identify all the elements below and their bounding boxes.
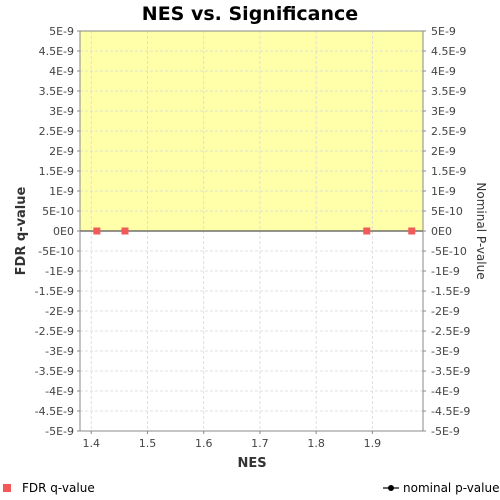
left-tick-label: 5E-10: [42, 205, 74, 218]
x-tick-label: 1.9: [364, 437, 382, 450]
left-tick-label: -5E-9: [45, 425, 74, 438]
right-tick-label: -1E-9: [431, 265, 460, 278]
data-points: [93, 227, 416, 235]
left-tick-label: -2E-9: [45, 305, 74, 318]
right-tick-label: 1.5E-9: [431, 165, 466, 178]
fdr-q-value-point: [121, 227, 129, 235]
x-tick-label: 1.7: [251, 437, 269, 450]
right-tick-label: 4E-9: [431, 65, 456, 78]
x-tick-label: 1.6: [195, 437, 213, 450]
right-tick-label: 2.5E-9: [431, 125, 466, 138]
left-tick-label: 0E0: [53, 225, 74, 238]
right-tick-label: 0E0: [431, 225, 452, 238]
right-tick-label: -3E-9: [431, 345, 460, 358]
right-tick-label: -3.5E-9: [431, 365, 470, 378]
left-tick-label: 2E-9: [49, 145, 74, 158]
left-tick-label: -3.5E-9: [35, 365, 74, 378]
x-tick-label: 1.4: [82, 437, 100, 450]
left-tick-label: 3.5E-9: [39, 85, 74, 98]
x-axis-ticks: 1.4 1.5 1.6 1.7 1.8 1.9: [82, 431, 381, 450]
right-tick-label: -4E-9: [431, 385, 460, 398]
left-tick-label: 2.5E-9: [39, 125, 74, 138]
right-tick-label: -1.5E-9: [431, 285, 470, 298]
left-tick-label: -3E-9: [45, 345, 74, 358]
right-tick-label: 5E-10: [431, 205, 463, 218]
fdr-q-value-point: [93, 227, 101, 235]
chart-title: NES vs. Significance: [142, 3, 358, 25]
right-tick-label: 3E-9: [431, 105, 456, 118]
legend: FDR q-value nominal p-value: [3, 481, 499, 495]
legend-fdr-marker: [3, 484, 11, 492]
right-tick-label: -5E-10: [431, 245, 467, 258]
left-tick-label: -4E-9: [45, 385, 74, 398]
left-tick-label: -5E-10: [38, 245, 74, 258]
right-tick-label: 2E-9: [431, 145, 456, 158]
y2-axis-label: Nominal P-value: [474, 182, 488, 279]
left-y-axis-ticks: 5E-9 4.5E-9 4E-9 3.5E-9 3E-9 2.5E-9 2E-9 1.5E-9…: [35, 25, 80, 438]
right-tick-label: -4.5E-9: [431, 405, 470, 418]
right-tick-label: 4.5E-9: [431, 45, 466, 58]
right-y-axis-ticks: 5E-9 4.5E-9 4E-9 3.5E-9 3E-9 2.5E-9 2E-9 1.5E-9…: [423, 25, 470, 438]
x-axis-label: NES: [237, 456, 266, 471]
x-tick-label: 1.5: [139, 437, 157, 450]
legend-fdr-label: FDR q-value: [22, 481, 95, 495]
left-tick-label: 1E-9: [49, 185, 74, 198]
left-tick-label: -1E-9: [45, 265, 74, 278]
left-tick-label: 3E-9: [49, 105, 74, 118]
left-tick-label: -2.5E-9: [35, 325, 74, 338]
right-tick-label: -5E-9: [431, 425, 460, 438]
y-axis-label: FDR q-value: [14, 186, 29, 275]
right-tick-label: 1E-9: [431, 185, 456, 198]
left-tick-label: 4E-9: [49, 65, 74, 78]
left-tick-label: 4.5E-9: [39, 45, 74, 58]
right-tick-label: -2E-9: [431, 305, 460, 318]
fdr-q-value-point: [363, 227, 371, 235]
legend-nominal-label: nominal p-value: [403, 481, 499, 495]
right-tick-label: -2.5E-9: [431, 325, 470, 338]
left-tick-label: 5E-9: [49, 25, 74, 38]
left-tick-label: -4.5E-9: [35, 405, 74, 418]
fdr-q-value-point: [408, 227, 416, 235]
right-tick-label: 5E-9: [431, 25, 456, 38]
left-tick-label: -1.5E-9: [35, 285, 74, 298]
left-tick-label: 1.5E-9: [39, 165, 74, 178]
legend-nominal-dot: [388, 485, 394, 491]
right-tick-label: 3.5E-9: [431, 85, 466, 98]
x-tick-label: 1.8: [307, 437, 325, 450]
